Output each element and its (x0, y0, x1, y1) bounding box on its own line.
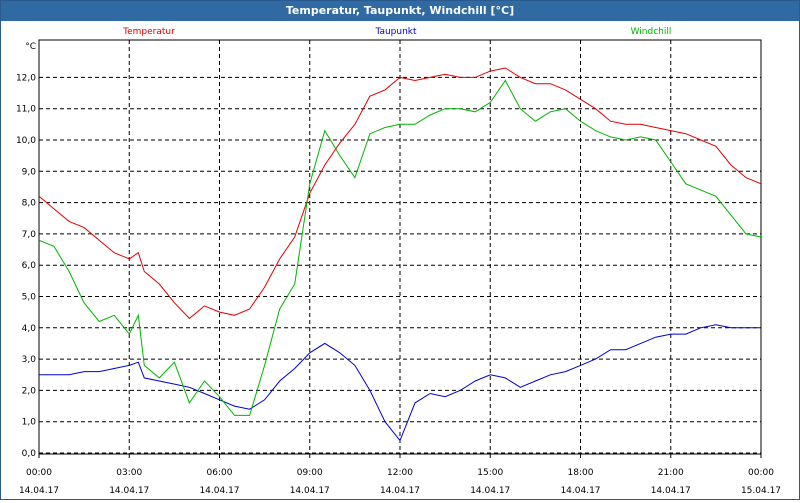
y-tick-label: 10,0 (16, 136, 36, 146)
x-tick-date-label: 14.04.17 (19, 486, 59, 496)
series-line-temperatur (38, 67, 762, 320)
y-tick-label: 7,0 (22, 230, 37, 240)
x-tick-date-label: 14.04.17 (651, 486, 691, 496)
x-tick-time-label: 21:00 (658, 468, 684, 478)
x-tick-time-label: 12:00 (387, 468, 413, 478)
x-tick-time-label: 06:00 (207, 468, 233, 478)
x-tick-date-label: 15.04.17 (741, 486, 781, 496)
x-tick-time-label: 18:00 (568, 468, 594, 478)
x-tick-date-label: 14.04.17 (470, 486, 510, 496)
line-chart: 0,0 1,0 2,0 3,0 4,0 5,0 6,0 7,0 8,0 9,0 10,0 11,0 12… (16, 27, 781, 496)
y-tick-label: 0,0 (22, 449, 37, 459)
x-tick-date-label: 14.04.17 (560, 486, 600, 496)
x-tick-date-label: 14.04.17 (380, 486, 420, 496)
y-tick-label: 5,0 (22, 293, 37, 303)
x-tick-time-label: 09:00 (297, 468, 323, 478)
legend-taupunkt: Taupunkt (374, 27, 417, 37)
x-tick-date-label: 14.04.17 (290, 486, 330, 496)
y-tick-label: 4,0 (22, 324, 37, 334)
y-tick-label: 9,0 (22, 167, 37, 177)
series-line-taupunkt (39, 324, 761, 442)
y-tick-label: 12,0 (16, 73, 36, 83)
y-tick-label: 3,0 (22, 355, 37, 365)
x-tick-date-label: 14.04.17 (109, 486, 149, 496)
window-title: Temperatur, Taupunkt, Windchill [°C] (1, 1, 799, 21)
y-tick-label: 11,0 (16, 105, 36, 115)
y-axis-label: °C (25, 42, 36, 52)
y-tick-label: 1,0 (22, 418, 37, 428)
x-tick-time-label: 15:00 (477, 468, 503, 478)
x-tick-time-label: 03:00 (116, 468, 142, 478)
x-tick-time-label: 00:00 (748, 468, 774, 478)
legend-temperatur: Temperatur (122, 27, 175, 37)
series-line-windchill (38, 79, 762, 416)
y-tick-label: 6,0 (22, 261, 37, 271)
x-tick-time-label: 00:00 (26, 468, 52, 478)
y-tick-label: 2,0 (22, 386, 37, 396)
legend-windchill: Windchill (631, 27, 672, 37)
x-tick-date-label: 14.04.17 (199, 486, 239, 496)
y-tick-label: 8,0 (22, 199, 37, 209)
